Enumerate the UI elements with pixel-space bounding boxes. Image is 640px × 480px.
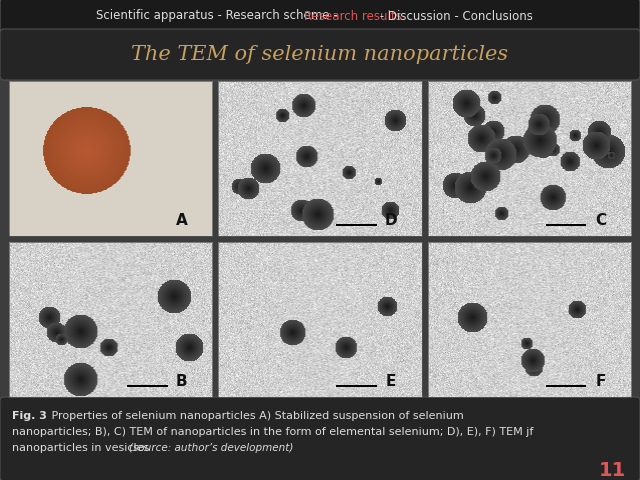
Text: B: B — [176, 374, 188, 389]
Text: (source: author’s development): (source: author’s development) — [129, 443, 293, 453]
Bar — [336, 224, 377, 226]
FancyBboxPatch shape — [0, 29, 640, 80]
Bar — [9, 81, 212, 236]
FancyBboxPatch shape — [0, 397, 640, 480]
Bar — [428, 81, 631, 236]
Text: nanoparticles; B), C) TEM of nanoparticles in the form of elemental selenium; D): nanoparticles; B), C) TEM of nanoparticl… — [12, 427, 533, 437]
Bar — [336, 384, 377, 387]
Text: nanoparticles in vesicles: nanoparticles in vesicles — [12, 443, 153, 453]
Text: Research results: Research results — [304, 10, 402, 23]
Text: 11: 11 — [599, 460, 626, 480]
Bar — [127, 384, 168, 387]
Text: The TEM of selenium nanoparticles: The TEM of selenium nanoparticles — [131, 46, 509, 64]
Bar — [428, 242, 631, 397]
Bar — [545, 384, 586, 387]
Bar — [9, 242, 212, 397]
Text: D: D — [385, 213, 397, 228]
FancyBboxPatch shape — [0, 0, 640, 34]
Text: Fig. 3: Fig. 3 — [12, 411, 47, 421]
Bar — [545, 224, 586, 226]
Text: F: F — [595, 374, 605, 389]
Text: E: E — [386, 374, 396, 389]
Bar — [218, 242, 422, 397]
Text: A: A — [176, 213, 188, 228]
Bar — [218, 81, 422, 236]
Text: - Discussion - Conclusions: - Discussion - Conclusions — [376, 10, 533, 23]
Text: Properties of selenium nanoparticles A) Stabilized suspension of selenium: Properties of selenium nanoparticles A) … — [48, 411, 464, 421]
Text: Scientific apparatus - Research scheme -: Scientific apparatus - Research scheme - — [96, 10, 341, 23]
Text: C: C — [595, 213, 606, 228]
